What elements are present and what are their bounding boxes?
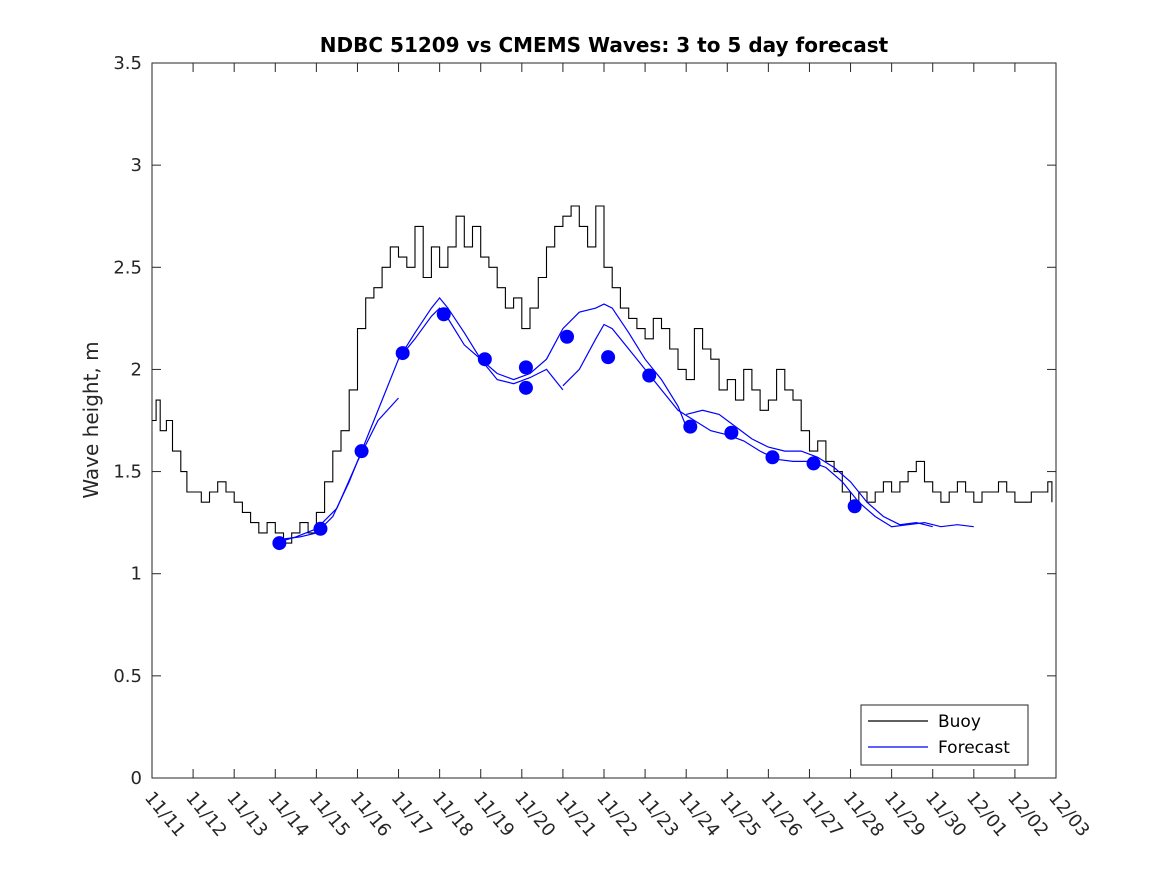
y-tick-label: 1.5 [113,462,142,483]
forecast-point [477,352,492,367]
forecast-point [518,380,533,395]
forecast-point [272,536,287,551]
forecast-series-line [562,323,974,528]
forecast-point [395,346,410,361]
series-layer [152,205,1053,551]
forecast-point [683,419,698,434]
forecast-point [642,368,657,383]
forecast-point [765,450,780,465]
forecast-point [806,456,821,471]
forecast-point [354,444,369,459]
legend-buoy-label: Buoy [938,712,981,732]
legend: Buoy Forecast [860,704,1029,766]
y-tick-label: 2.5 [113,257,142,278]
forecast-point [313,521,328,536]
plot-area [151,62,1057,779]
forecast-series-line [283,307,564,540]
forecast-point [724,425,739,440]
y-tick-label: 3.5 [113,53,142,74]
forecast-point [560,329,575,344]
y-tick-label: 3 [131,155,142,176]
legend-box [860,704,1029,766]
y-tick-label: 2 [131,359,142,380]
legend-forecast-label: Forecast [938,738,1010,758]
forecast-point [518,360,533,375]
forecast-point [847,499,862,514]
forecast-series-line [397,296,687,427]
y-tick-label: 0 [131,768,142,789]
forecast-point [601,350,616,365]
forecast-point [436,307,451,322]
y-axis-label: Wave height, m [79,341,103,498]
y-tick-label: 0.5 [113,666,142,687]
buoy-series-line [152,205,1053,544]
forecast-series-line [686,409,933,528]
chart-title: NDBC 51209 vs CMEMS Waves: 3 to 5 day fo… [320,33,889,57]
y-tick-label: 1 [131,564,142,585]
